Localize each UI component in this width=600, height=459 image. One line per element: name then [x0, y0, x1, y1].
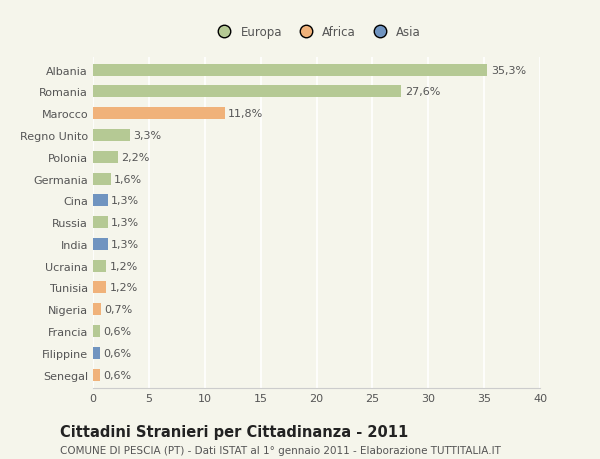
Text: 1,2%: 1,2%: [110, 261, 138, 271]
Bar: [93, 195, 107, 207]
Bar: [93, 347, 100, 359]
Bar: [93, 129, 130, 142]
Text: 0,7%: 0,7%: [104, 305, 133, 314]
Bar: [93, 173, 111, 185]
Text: 35,3%: 35,3%: [491, 66, 526, 75]
Text: 1,3%: 1,3%: [111, 239, 139, 249]
Bar: [93, 325, 100, 337]
Text: 1,3%: 1,3%: [111, 218, 139, 228]
Legend: Europa, Africa, Asia: Europa, Africa, Asia: [210, 23, 423, 41]
Text: 3,3%: 3,3%: [133, 131, 161, 140]
Text: 11,8%: 11,8%: [228, 109, 263, 119]
Bar: [93, 64, 487, 76]
Text: 0,6%: 0,6%: [103, 348, 131, 358]
Bar: [93, 238, 107, 250]
Text: COMUNE DI PESCIA (PT) - Dati ISTAT al 1° gennaio 2011 - Elaborazione TUTTITALIA.: COMUNE DI PESCIA (PT) - Dati ISTAT al 1°…: [60, 445, 501, 455]
Bar: [93, 369, 100, 381]
Text: 1,6%: 1,6%: [114, 174, 142, 184]
Bar: [93, 260, 106, 272]
Bar: [93, 217, 107, 229]
Bar: [93, 151, 118, 163]
Text: 2,2%: 2,2%: [121, 152, 149, 162]
Bar: [93, 108, 225, 120]
Text: Cittadini Stranieri per Cittadinanza - 2011: Cittadini Stranieri per Cittadinanza - 2…: [60, 425, 408, 440]
Bar: [93, 282, 106, 294]
Bar: [93, 86, 401, 98]
Text: 0,6%: 0,6%: [103, 326, 131, 336]
Bar: [93, 303, 101, 316]
Text: 1,3%: 1,3%: [111, 196, 139, 206]
Text: 1,2%: 1,2%: [110, 283, 138, 293]
Text: 27,6%: 27,6%: [405, 87, 440, 97]
Text: 0,6%: 0,6%: [103, 370, 131, 380]
